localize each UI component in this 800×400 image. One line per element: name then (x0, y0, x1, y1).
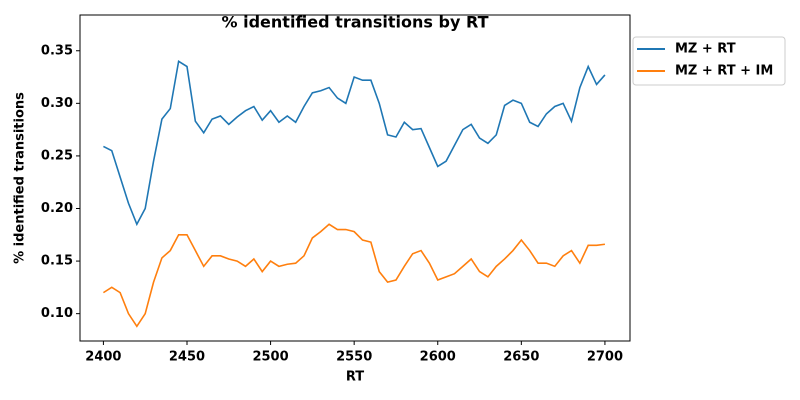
x-tick-label: 2500 (252, 350, 288, 365)
x-tick-label: 2450 (169, 350, 205, 365)
legend-label: MZ + RT (675, 42, 736, 57)
y-tick-label: 0.25 (41, 148, 73, 163)
x-axis-label: RT (346, 370, 364, 385)
x-tick-label: 2700 (587, 350, 623, 365)
y-axis-label: % identified transitions (13, 92, 28, 264)
y-tick-label: 0.30 (41, 96, 73, 111)
x-tick-label: 2550 (336, 350, 372, 365)
y-tick-label: 0.35 (41, 43, 73, 58)
y-tick-label: 0.15 (41, 254, 73, 269)
plot-frame (79, 14, 631, 342)
x-tick-label: 2400 (85, 350, 121, 365)
x-tick-label: 2650 (503, 350, 539, 365)
legend-box (632, 36, 786, 86)
y-tick-label: 0.10 (41, 306, 73, 321)
data-line (103, 59, 606, 227)
x-tick-label: 2600 (420, 350, 456, 365)
y-tick-label: 0.20 (41, 201, 73, 216)
chart-title: % identified transitions by RT (222, 13, 489, 32)
legend-label: MZ + RT + IM (675, 64, 773, 79)
data-line (102, 223, 606, 328)
